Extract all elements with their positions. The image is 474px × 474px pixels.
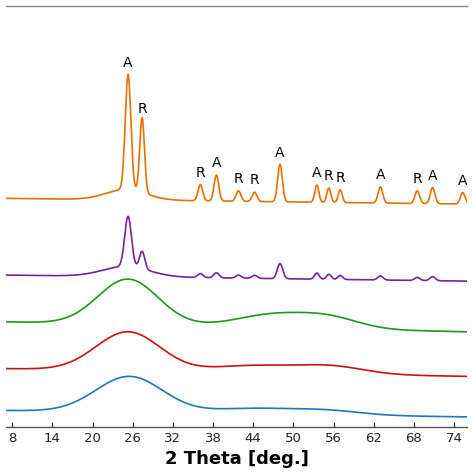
Text: R: R (324, 169, 334, 183)
Text: R: R (250, 173, 259, 187)
Text: A: A (212, 156, 221, 170)
Text: R: R (412, 172, 422, 186)
Text: R: R (138, 102, 147, 116)
Text: R: R (234, 172, 243, 186)
X-axis label: 2 Theta [deg.]: 2 Theta [deg.] (164, 450, 309, 468)
Text: R: R (336, 171, 345, 185)
Text: A: A (123, 55, 133, 70)
Text: A: A (428, 169, 438, 182)
Text: A: A (312, 166, 321, 180)
Text: A: A (275, 146, 285, 160)
Text: R: R (196, 166, 205, 180)
Text: A: A (376, 168, 385, 182)
Text: A: A (458, 173, 467, 188)
